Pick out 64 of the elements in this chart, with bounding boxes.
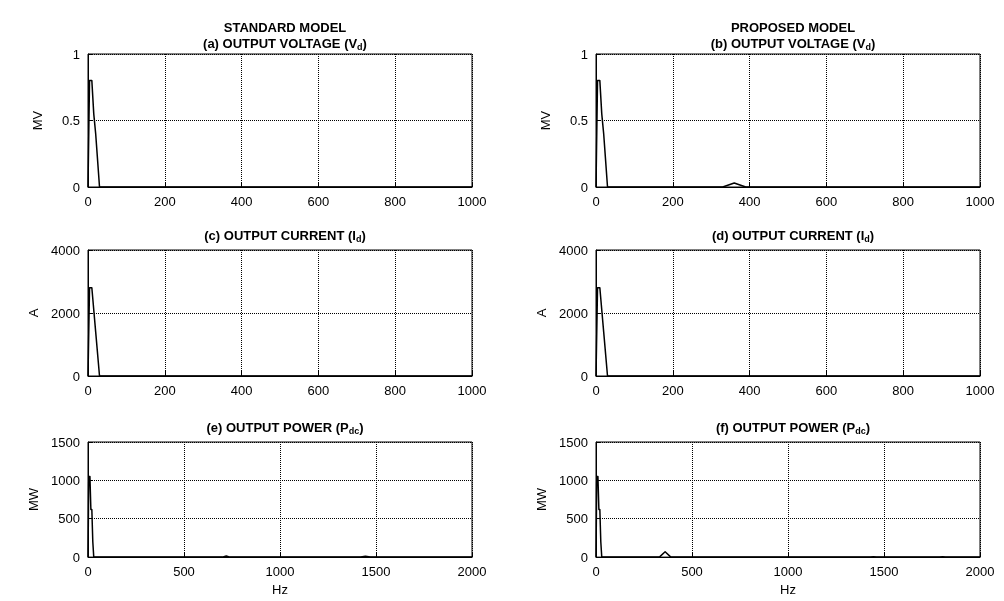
y-tick-label: 0.5	[569, 113, 588, 128]
y-tick-label: 500	[58, 511, 80, 527]
x-tick-label: 800	[892, 194, 915, 209]
x-axis-title: Hz	[272, 582, 288, 597]
y-tick-label: 1500	[559, 434, 588, 450]
x-tick-label: 2000	[457, 564, 487, 580]
x-tick-label: 0	[592, 383, 600, 398]
y-tick-label: 0	[580, 368, 588, 384]
x-tick-label: 0	[592, 194, 600, 209]
x-tick-label: 800	[384, 194, 407, 209]
x-tick-label: 800	[892, 383, 915, 398]
x-tick-label: 400	[738, 383, 761, 398]
y-axis-title: MW	[534, 487, 550, 512]
y-axis-title: MV	[30, 110, 45, 131]
x-tick-label: 1500	[361, 564, 391, 580]
x-tick-label: 400	[230, 383, 253, 398]
chart-subtitle: PROPOSED MODEL	[730, 19, 856, 35]
x-tick-label: 0	[84, 564, 92, 580]
y-tick-label: 0	[580, 549, 588, 565]
x-tick-label: 200	[153, 194, 176, 209]
x-tick-label: 0	[84, 383, 92, 398]
y-tick-label: 1500	[51, 434, 80, 450]
y-tick-label: 1	[72, 46, 80, 62]
x-tick-label: 200	[661, 194, 684, 209]
y-tick-label: 0	[72, 549, 80, 565]
x-tick-label: 600	[815, 194, 838, 209]
y-tick-label: 2000	[51, 305, 80, 321]
x-tick-label: 1000	[457, 194, 487, 209]
y-tick-label: 1000	[559, 472, 588, 488]
y-tick-label: 4000	[51, 242, 80, 258]
y-tick-label: 0	[580, 179, 588, 195]
y-axis-title: MW	[26, 487, 42, 512]
y-tick-label: 0	[72, 368, 80, 384]
x-axis-title: Hz	[780, 582, 796, 597]
x-tick-label: 400	[738, 194, 761, 209]
y-axis-title: MV	[538, 110, 553, 131]
x-tick-label: 1000	[965, 194, 995, 209]
x-tick-label: 500	[173, 564, 195, 580]
y-tick-label: 2000	[559, 305, 588, 321]
x-tick-label: 600	[307, 194, 330, 209]
x-tick-label: 1000	[265, 564, 295, 580]
x-tick-label: 2000	[965, 564, 995, 580]
y-axis-title: A	[26, 308, 42, 318]
x-tick-label: 0	[592, 564, 600, 580]
x-tick-label: 400	[230, 194, 253, 209]
y-tick-label: 4000	[559, 242, 588, 258]
x-tick-label: 1000	[773, 564, 803, 580]
x-tick-label: 200	[153, 383, 176, 398]
x-tick-label: 1000	[965, 383, 995, 398]
y-tick-label: 500	[566, 511, 588, 527]
x-tick-label: 500	[681, 564, 703, 580]
x-tick-label: 600	[815, 383, 838, 398]
x-tick-label: 1000	[457, 383, 487, 398]
y-tick-label: 1000	[51, 472, 80, 488]
y-tick-label: 1	[580, 46, 588, 62]
y-axis-title: A	[534, 308, 550, 318]
y-tick-label: 0.5	[61, 113, 80, 128]
x-tick-label: 0	[84, 194, 92, 209]
x-tick-label: 600	[307, 383, 330, 398]
chart-subtitle: STANDARD MODEL	[223, 19, 347, 35]
y-tick-label: 0	[72, 179, 80, 195]
x-tick-label: 1500	[869, 564, 899, 580]
x-tick-label: 200	[661, 383, 684, 398]
x-tick-label: 800	[384, 383, 407, 398]
